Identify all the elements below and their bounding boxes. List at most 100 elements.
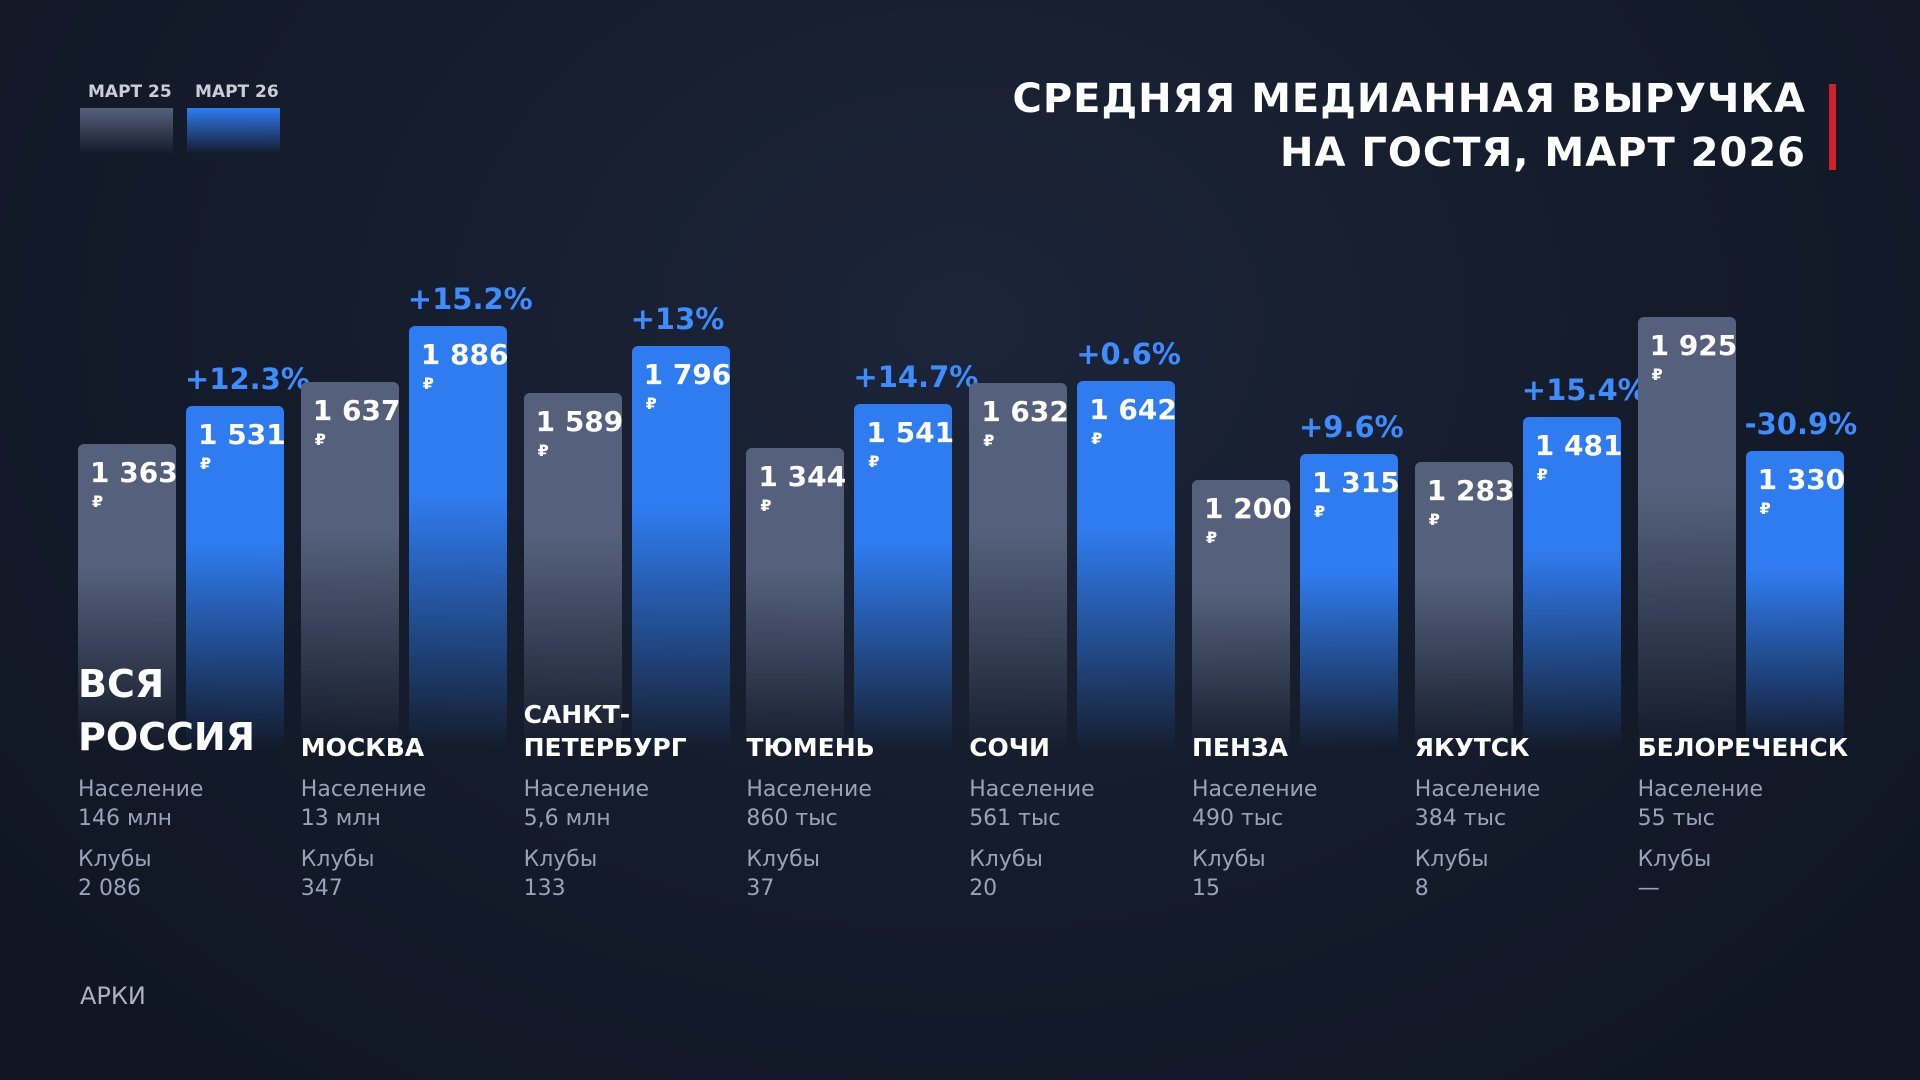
value-label: 1 589	[535, 404, 624, 438]
bar	[1637, 317, 1736, 750]
chart-title: СРЕДНЯЯ МЕДИАННАЯ ВЫРУЧКА НА ГОСТЯ, МАРТ…	[1012, 76, 1806, 176]
bar	[746, 447, 845, 750]
footer: АРКИ	[80, 982, 146, 1010]
clubs-caption: Клубы	[1192, 847, 1266, 872]
population-value: 384 тыс	[1414, 806, 1507, 831]
value-label: 1 315	[1312, 466, 1400, 500]
currency-sign: ₽	[422, 374, 434, 394]
currency-sign: ₽	[537, 440, 549, 460]
value-label: 1 344	[758, 459, 847, 493]
clubs-caption: Клубы	[1637, 847, 1712, 872]
population-caption: Население	[1414, 777, 1541, 802]
bar	[1745, 451, 1844, 750]
value-label: 1 531	[198, 417, 286, 451]
title-accent	[1829, 84, 1836, 170]
category-label: ЯКУТСК	[1414, 733, 1530, 762]
value-label: 1 642	[1089, 392, 1177, 426]
category-label: МОСКВА	[300, 733, 425, 762]
clubs-value: 133	[523, 876, 566, 901]
currency-sign: ₽	[92, 491, 104, 511]
population-value: 490 тыс	[1192, 806, 1284, 831]
currency-sign: ₽	[1651, 365, 1663, 385]
bar	[78, 443, 176, 750]
currency-sign: ₽	[1314, 502, 1326, 522]
currency-sign: ₽	[200, 453, 212, 473]
value-label: 1 886	[420, 338, 509, 372]
currency-sign: ₽	[314, 430, 326, 449]
currency-sign: ₽	[1428, 509, 1440, 529]
value-label: 1 283	[1426, 473, 1515, 507]
clubs-caption: Клубы	[523, 847, 598, 872]
bar	[631, 346, 730, 750]
clubs-value: —	[1637, 876, 1660, 901]
bar	[1077, 380, 1176, 750]
change-label: +0.6%	[1076, 336, 1181, 371]
population-value: 55 тыс	[1637, 806, 1715, 831]
clubs-caption: Клубы	[300, 847, 375, 872]
population-value: 13 млн	[300, 806, 381, 831]
clubs-caption: Клубы	[746, 847, 821, 872]
change-label: +15.2%	[407, 282, 533, 317]
clubs-caption: Клубы	[1414, 847, 1489, 872]
bar	[969, 383, 1068, 750]
value-label: 1 330	[1757, 463, 1846, 497]
clubs-caption: Клубы	[78, 847, 152, 872]
bar	[523, 392, 622, 750]
legend-swatch	[80, 108, 173, 154]
change-label: +15.4%	[1521, 373, 1647, 408]
value-label: 1 481	[1534, 429, 1623, 463]
currency-sign: ₽	[983, 431, 995, 451]
currency-sign: ₽	[760, 495, 772, 515]
population-caption: Население	[746, 777, 872, 802]
bar	[186, 405, 284, 750]
change-label: +12.3%	[185, 361, 310, 396]
bar	[854, 403, 953, 750]
clubs-value: 347	[300, 876, 343, 901]
category-label: БЕЛОРЕЧЕНСК	[1637, 733, 1849, 762]
value-label: 1 200	[1204, 492, 1292, 526]
bar	[1300, 454, 1398, 750]
legend-label: МАРТ 26	[195, 82, 279, 102]
clubs-value: 15	[1192, 876, 1220, 901]
category-label: САНКТ- ПЕТЕРБУРГ	[523, 700, 687, 762]
clubs-caption: Клубы	[969, 847, 1043, 872]
value-label: 1 925	[1649, 329, 1738, 363]
legend-label: МАРТ 25	[88, 82, 172, 102]
change-label: +9.6%	[1299, 410, 1404, 445]
clubs-value: 2 086	[78, 876, 141, 901]
population-value: 5,6 млн	[523, 806, 611, 831]
clubs-value: 37	[746, 876, 775, 901]
value-label: 1 363	[90, 455, 178, 489]
value-label: 1 637	[312, 394, 401, 427]
category-label: ПЕНЗА	[1192, 733, 1289, 762]
category-label: ВСЯ РОССИЯ	[78, 662, 255, 759]
category-label: ТЮМЕНЬ	[746, 733, 875, 762]
population-value: 146 млн	[78, 806, 173, 831]
population-value: 860 тыс	[746, 806, 838, 831]
population-caption: Население	[1192, 777, 1318, 802]
bar	[1522, 417, 1621, 750]
change-label: -30.9%	[1744, 407, 1858, 442]
population-caption: Население	[1637, 777, 1764, 802]
bar	[1414, 461, 1513, 750]
value-label: 1 632	[981, 395, 1069, 429]
category-label: СОЧИ	[969, 733, 1050, 762]
bar	[408, 326, 507, 750]
population-caption: Население	[523, 777, 650, 802]
currency-sign: ₽	[1206, 528, 1218, 548]
currency-sign: ₽	[1091, 428, 1103, 448]
bar	[300, 382, 399, 750]
change-label: +13%	[630, 302, 725, 337]
clubs-value: 20	[969, 876, 998, 901]
currency-sign: ₽	[868, 451, 880, 471]
currency-sign: ₽	[1759, 499, 1771, 519]
population-caption: Население	[969, 777, 1095, 802]
bar	[1192, 480, 1290, 750]
value-label: 1 796	[643, 358, 732, 392]
clubs-value: 8	[1414, 876, 1429, 901]
value-label: 1 541	[866, 415, 955, 449]
population-value: 561 тыс	[969, 806, 1061, 831]
change-label: +14.7%	[853, 359, 979, 394]
legend-swatch	[187, 108, 280, 154]
